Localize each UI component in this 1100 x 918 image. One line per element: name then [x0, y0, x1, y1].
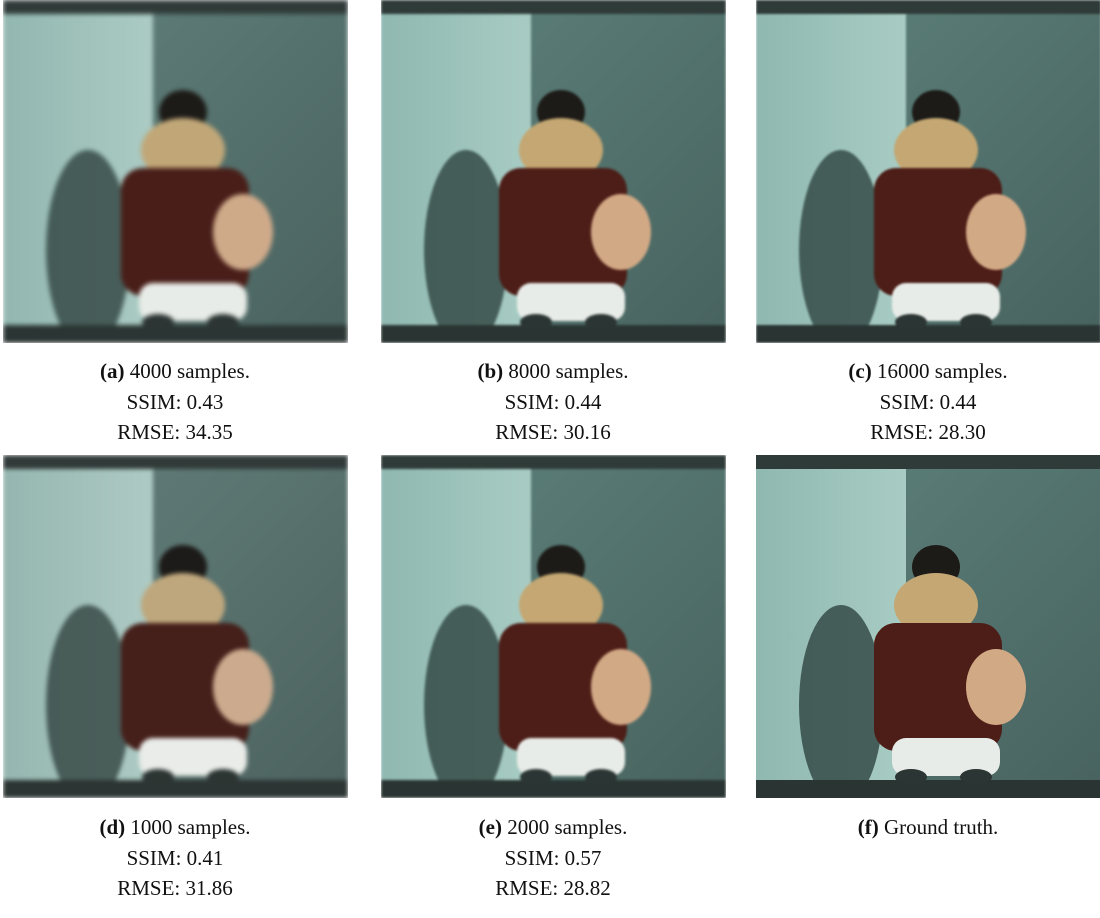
scene	[381, 0, 726, 343]
panel-image	[381, 0, 726, 343]
caption-label: (f)	[858, 815, 879, 839]
caption-label: (c)	[848, 359, 871, 383]
rmse: RMSE: 28.82	[373, 873, 733, 904]
rmse: RMSE: 34.35	[0, 417, 355, 448]
ssim: SSIM: 0.44	[748, 387, 1100, 418]
caption-line: (f) Ground truth.	[748, 812, 1100, 843]
scene	[756, 455, 1100, 798]
panel-image	[3, 455, 348, 798]
caption-text: 2000 samples.	[507, 815, 627, 839]
scene	[3, 455, 348, 798]
caption-text: 4000 samples.	[130, 359, 250, 383]
rmse: RMSE: 31.86	[0, 873, 355, 904]
caption-label: (b)	[477, 359, 503, 383]
caption-label: (d)	[99, 815, 125, 839]
panel-caption: (f) Ground truth.	[748, 812, 1100, 843]
rmse: RMSE: 28.30	[748, 417, 1100, 448]
scene	[381, 455, 726, 798]
panel-image	[756, 0, 1100, 343]
caption-line: (d) 1000 samples.	[0, 812, 355, 843]
caption-label: (a)	[100, 359, 125, 383]
ssim: SSIM: 0.44	[373, 387, 733, 418]
caption-text: 16000 samples.	[877, 359, 1008, 383]
ssim: SSIM: 0.43	[0, 387, 355, 418]
caption-text: 8000 samples.	[508, 359, 628, 383]
rmse: RMSE: 30.16	[373, 417, 733, 448]
ssim: SSIM: 0.57	[373, 843, 733, 874]
caption-line: (e) 2000 samples.	[373, 812, 733, 843]
scene	[756, 0, 1100, 343]
caption-text: 1000 samples.	[130, 815, 250, 839]
panel-image	[3, 0, 348, 343]
caption-line: (a) 4000 samples.	[0, 356, 355, 387]
caption-label: (e)	[479, 815, 502, 839]
figure: (a) 4000 samples.SSIM: 0.43RMSE: 34.35(b…	[0, 0, 1100, 918]
panel-image	[756, 455, 1100, 798]
scene	[3, 0, 348, 343]
ssim: SSIM: 0.41	[0, 843, 355, 874]
caption-line: (b) 8000 samples.	[373, 356, 733, 387]
panel-image	[381, 455, 726, 798]
caption-line: (c) 16000 samples.	[748, 356, 1100, 387]
caption-text: Ground truth.	[884, 815, 998, 839]
